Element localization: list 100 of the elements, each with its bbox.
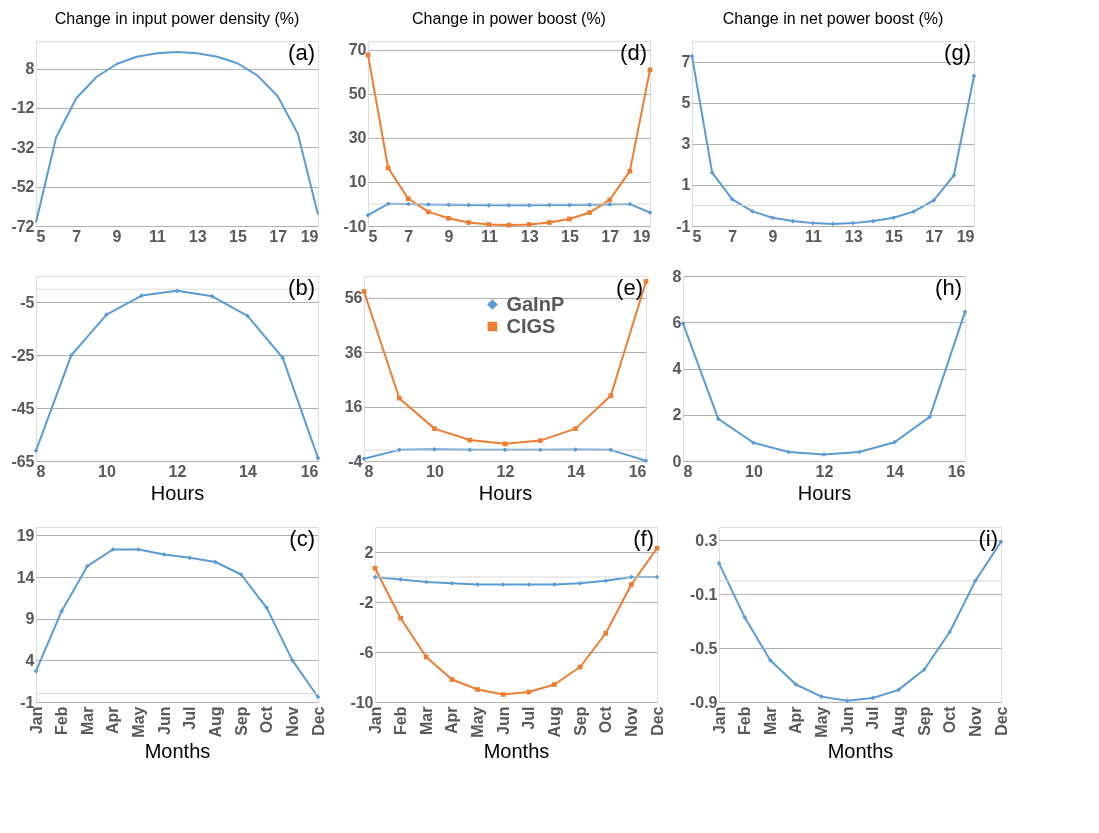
point: [627, 201, 633, 207]
point: [486, 202, 492, 208]
point: [139, 293, 145, 298]
point: [911, 209, 916, 214]
y-tick-label: -72: [11, 217, 35, 235]
x-tick-label: 13: [188, 227, 207, 245]
x-tick-label: 12: [815, 462, 834, 480]
x-tick-label: Jul: [864, 706, 882, 730]
x-tick-label: 17: [925, 227, 944, 245]
point: [643, 279, 649, 284]
x-tick-label: Sep: [571, 706, 589, 736]
point: [947, 629, 953, 635]
x-tick-label: 7: [72, 227, 82, 245]
point: [475, 582, 480, 587]
x-tick-label: May: [130, 706, 148, 738]
y-tick-label: -5: [20, 293, 35, 311]
point: [446, 202, 451, 208]
y-tick-label: 10: [348, 173, 367, 191]
y-tick-label: -25: [11, 346, 35, 364]
point: [475, 687, 480, 692]
x-tick-label: Jul: [181, 706, 199, 730]
y-tick-label: 4: [672, 360, 682, 377]
y-tick-label: -10: [343, 217, 367, 235]
point: [552, 582, 557, 587]
x-tick-label: Jun: [838, 706, 856, 735]
x-tick-label: Nov: [283, 706, 301, 737]
point: [432, 426, 437, 431]
point: [33, 668, 39, 674]
point: [405, 196, 411, 202]
point: [372, 565, 378, 571]
point: [396, 447, 402, 453]
x-tick-label: Dec: [648, 706, 666, 736]
y-tick-label: 30: [348, 129, 367, 147]
y-tick-label: -12: [11, 99, 35, 117]
x-tick-label: Apr: [443, 706, 461, 735]
y-tick-label: -1: [676, 217, 691, 235]
y-tick-label: -4: [348, 452, 363, 470]
x-tick-label: 8: [36, 462, 46, 480]
point: [426, 209, 431, 215]
point: [446, 215, 451, 221]
point: [856, 449, 862, 455]
chart-title: Change in net power boost (%): [722, 10, 944, 27]
point: [315, 455, 321, 461]
x-tick-label: 19: [956, 227, 975, 245]
point: [280, 355, 286, 361]
point: [751, 440, 756, 446]
x-tick-label: Apr: [104, 706, 122, 735]
x-tick-label: 9: [768, 227, 778, 245]
point: [396, 395, 402, 401]
x-tick-label: Sep: [232, 706, 250, 736]
y-tick-label: -6: [359, 643, 374, 661]
annotation: (i): [978, 526, 998, 551]
point: [467, 447, 473, 453]
chart-title: Change in input power density (%): [54, 10, 300, 27]
point: [830, 221, 836, 227]
y-tick-label: 0.3: [695, 531, 718, 549]
x-tick-label: 11: [480, 227, 498, 245]
point: [629, 582, 634, 587]
point: [385, 201, 391, 207]
x-tick-label: 13: [520, 227, 539, 245]
point: [850, 220, 856, 226]
point: [844, 698, 850, 703]
y-tick-label: 2: [364, 543, 374, 561]
x-axis-title: Hours: [150, 481, 205, 504]
x-tick-label: Nov: [966, 706, 984, 737]
point: [973, 578, 978, 584]
x-axis-title: Months: [144, 739, 211, 762]
x-tick-label: Mar: [761, 706, 779, 735]
point: [654, 545, 660, 551]
point: [627, 168, 633, 174]
point: [526, 689, 532, 695]
annotation: (d): [620, 40, 647, 65]
x-tick-label: 19: [632, 227, 651, 245]
point: [577, 580, 583, 586]
x-tick-label: Feb: [736, 706, 754, 735]
x-axis-title: Hours: [797, 481, 852, 504]
point: [537, 438, 543, 443]
point: [398, 615, 403, 621]
y-tick-label: 4: [25, 651, 35, 669]
point: [84, 563, 90, 569]
x-tick-label: Jun: [494, 706, 512, 735]
point: [810, 220, 816, 226]
point: [449, 580, 455, 586]
point: [931, 197, 937, 203]
point: [68, 352, 74, 358]
x-tick-label: 13: [844, 227, 863, 245]
x-tick-label: Nov: [622, 706, 640, 737]
x-tick-label: 7: [728, 227, 738, 245]
point: [537, 447, 543, 453]
point: [770, 215, 775, 221]
point: [264, 605, 270, 611]
point: [526, 582, 532, 587]
point: [603, 578, 609, 584]
point: [896, 687, 901, 693]
x-tick-label: Jul: [520, 706, 538, 730]
point: [643, 458, 649, 464]
x-axis-title: Months: [483, 739, 550, 762]
annotation: (f): [633, 526, 654, 551]
x-axis-title: Hours: [478, 481, 533, 504]
x-tick-label: Apr: [787, 706, 805, 735]
